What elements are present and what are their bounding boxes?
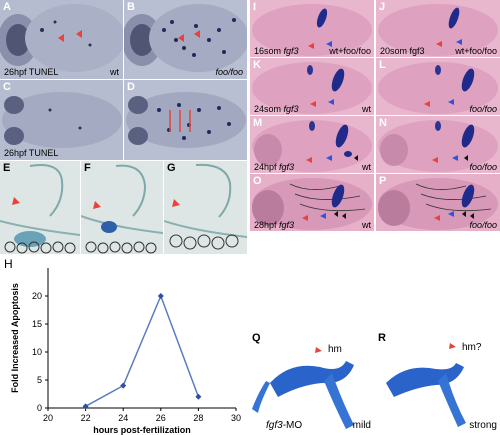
panel-genotype: foo/foo [469, 104, 497, 114]
panel-g: G [164, 161, 247, 254]
panel-caption: 28hpf fgf3 [254, 220, 295, 230]
panel-caption: 24hpf fgf3 [254, 162, 295, 172]
panel-letter: J [379, 1, 386, 13]
panel-letter: C [3, 81, 11, 93]
panel-c-image [2, 92, 122, 148]
panel-letter: L [379, 59, 386, 71]
panel-genotype: wt [362, 104, 371, 114]
panel-letter: I [253, 1, 257, 13]
panel-m-image [252, 120, 372, 172]
panel-letter: P [379, 175, 387, 187]
panel-b: B foo/foo [124, 0, 247, 79]
panel-n-image [378, 120, 498, 172]
x-tick-label: 26 [156, 413, 166, 423]
x-tick-label: 24 [118, 413, 128, 423]
panel-l-image [378, 62, 498, 114]
panel-genotype: foo/foo [469, 220, 497, 230]
panel-genotype: foo/foo [215, 67, 243, 77]
panel-i: I 16som fgf3 wt+foo/foo [250, 0, 374, 57]
hm-annotation: hm? [462, 342, 482, 353]
data-point [157, 293, 164, 299]
panel-e: E [0, 161, 80, 254]
panel-letter: M [253, 117, 263, 129]
panel-caption: fgf3-MO [266, 420, 303, 431]
data-point [82, 403, 89, 410]
panel-genotype: wt [362, 162, 371, 172]
panel-o-image [252, 178, 372, 230]
panel-d-image [126, 92, 246, 148]
panel-g-image [164, 163, 247, 250]
panel-c: C 26hpf TUNEL [0, 80, 123, 160]
panel-letter: D [127, 81, 135, 93]
panel-letter: Q [252, 332, 261, 344]
panel-genotype: wt [362, 220, 371, 230]
panel-caption: 26hpf TUNEL [4, 67, 59, 77]
panel-letter: E [3, 162, 11, 174]
panel-letter: H [4, 257, 13, 271]
panel-letter: F [84, 162, 91, 174]
panel-p-image [378, 178, 498, 230]
panel-letter: N [379, 117, 387, 129]
panel-genotype: foo/foo [469, 162, 497, 172]
panel-letter: B [127, 1, 135, 13]
x-axis-label: hours post-fertilization [93, 425, 191, 435]
panel-genotype: wt+foo/foo [329, 46, 371, 56]
panel-e-image [0, 164, 80, 254]
panel-k-image [252, 62, 372, 114]
panel-q: Q hm fgf3-MO mild [250, 233, 374, 435]
panel-q-image [252, 347, 354, 429]
y-tick-label: 0 [37, 403, 42, 413]
panel-b-image [124, 4, 247, 72]
y-axis-label: Fold Increased Apoptosis [10, 283, 20, 393]
panel-r: R hm? strong [376, 233, 500, 435]
panel-caption: 24som fgf3 [254, 104, 299, 114]
panel-genotype: wt+foo/foo [455, 46, 497, 56]
y-tick-label: 10 [32, 347, 42, 357]
data-point [120, 382, 127, 389]
data-point [195, 393, 202, 400]
panel-r-image [386, 343, 466, 427]
panel-j: J 20som fgf3 wt+foo/foo [376, 0, 500, 57]
hm-annotation: hm [328, 344, 342, 355]
panel-caption: 20som fgf3 [380, 46, 425, 56]
y-tick-label: 20 [32, 291, 42, 301]
panel-severity: mild [352, 420, 371, 431]
series-line [85, 293, 200, 407]
panel-m: M 24hpf fgf3 wt [250, 116, 374, 173]
panel-f: F [81, 161, 163, 254]
panel-f-image [81, 164, 163, 254]
y-tick-label: 5 [37, 375, 42, 385]
panel-k: K 24som fgf3 wt [250, 58, 374, 115]
panel-letter: K [253, 59, 261, 71]
panel-severity: strong [469, 420, 497, 431]
panel-letter: G [167, 162, 176, 174]
panel-letter: R [378, 332, 386, 344]
panel-letter: O [253, 175, 262, 187]
panel-i-image [252, 4, 372, 56]
panel-caption: 16som fgf3 [254, 46, 299, 56]
panel-d: D [124, 80, 247, 160]
panel-p: P foo/foo [376, 174, 500, 231]
panel-a: A 26hpf TUNEL wt [0, 0, 123, 79]
panel-o: O 28hpf fgf3 wt [250, 174, 374, 231]
panel-genotype: wt [110, 67, 119, 77]
panel-a-image [0, 4, 123, 72]
y-tick-label: 15 [32, 319, 42, 329]
apoptosis-chart: 20 22 24 26 28 30 0 5 10 15 20 hours post-fertiliza… [10, 268, 241, 435]
x-tick-label: 30 [231, 413, 241, 423]
panel-caption: 26hpf TUNEL [4, 148, 59, 158]
panel-j-image [378, 4, 498, 56]
panel-n: N foo/foo [376, 116, 500, 173]
x-tick-label: 28 [193, 413, 203, 423]
x-tick-label: 22 [81, 413, 91, 423]
panel-l: L foo/foo [376, 58, 500, 115]
panel-letter: A [3, 1, 11, 13]
x-tick-label: 20 [43, 413, 53, 423]
panel-h: H 20 22 24 26 28 30 0 5 10 15 20 hours post-fertili… [0, 256, 247, 435]
